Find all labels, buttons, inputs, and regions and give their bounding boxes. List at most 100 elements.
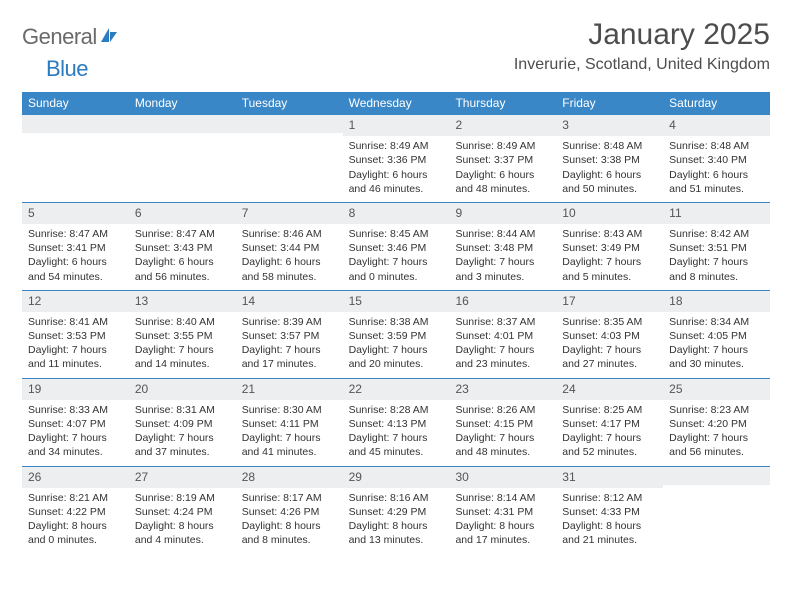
sunrise-text: Sunrise: 8:44 AM bbox=[455, 227, 550, 241]
day-number: 21 bbox=[236, 379, 343, 400]
sunset-text: Sunset: 4:17 PM bbox=[562, 417, 657, 431]
sunset-text: Sunset: 3:59 PM bbox=[349, 329, 444, 343]
week-row: 26Sunrise: 8:21 AMSunset: 4:22 PMDayligh… bbox=[22, 466, 770, 554]
daylight-text: Daylight: 8 hours and 4 minutes. bbox=[135, 519, 230, 547]
sunrise-text: Sunrise: 8:12 AM bbox=[562, 491, 657, 505]
day-cell: 11 Sunrise: 8:42 AMSunset: 3:51 PMDayligh… bbox=[663, 203, 770, 290]
day-number: 29 bbox=[343, 467, 450, 488]
daylight-text: Daylight: 7 hours and 8 minutes. bbox=[669, 255, 764, 283]
sunrise-text: Sunrise: 8:49 AM bbox=[455, 139, 550, 153]
day-cell: 23 Sunrise: 8:26 AMSunset: 4:15 PMDayligh… bbox=[449, 379, 556, 466]
day-body: Sunrise: 8:41 AMSunset: 3:53 PMDaylight:… bbox=[22, 312, 129, 378]
daylight-text: Daylight: 6 hours and 54 minutes. bbox=[28, 255, 123, 283]
day-body: Sunrise: 8:43 AMSunset: 3:49 PMDaylight:… bbox=[556, 224, 663, 290]
day-number: 4 bbox=[663, 115, 770, 136]
dow-thursday: Thursday bbox=[449, 92, 556, 115]
day-body: Sunrise: 8:47 AMSunset: 3:43 PMDaylight:… bbox=[129, 224, 236, 290]
day-cell: 14Sunrise: 8:39 AMSunset: 3:57 PMDayligh… bbox=[236, 291, 343, 378]
sunrise-text: Sunrise: 8:43 AM bbox=[562, 227, 657, 241]
day-number: 8 bbox=[343, 203, 450, 224]
sail-icon bbox=[99, 26, 119, 49]
sunrise-text: Sunrise: 8:38 AM bbox=[349, 315, 444, 329]
day-body: Sunrise: 8:46 AMSunset: 3:44 PMDaylight:… bbox=[236, 224, 343, 290]
day-number: 9 bbox=[449, 203, 556, 224]
sunset-text: Sunset: 4:07 PM bbox=[28, 417, 123, 431]
day-cell: 1Sunrise: 8:49 AMSunset: 3:36 PMDaylight… bbox=[343, 115, 450, 202]
sunrise-text: Sunrise: 8:21 AM bbox=[28, 491, 123, 505]
daylight-text: Daylight: 7 hours and 52 minutes. bbox=[562, 431, 657, 459]
sunrise-text: Sunrise: 8:14 AM bbox=[455, 491, 550, 505]
day-number: 26 bbox=[22, 467, 129, 488]
brand-part1: General bbox=[22, 24, 97, 50]
sunset-text: Sunset: 4:13 PM bbox=[349, 417, 444, 431]
day-number: 31 bbox=[556, 467, 663, 488]
daylight-text: Daylight: 7 hours and 48 minutes. bbox=[455, 431, 550, 459]
day-body: Sunrise: 8:38 AMSunset: 3:59 PMDaylight:… bbox=[343, 312, 450, 378]
sunrise-text: Sunrise: 8:47 AM bbox=[28, 227, 123, 241]
day-cell: 5Sunrise: 8:47 AMSunset: 3:41 PMDaylight… bbox=[22, 203, 129, 290]
dow-wednesday: Wednesday bbox=[343, 92, 450, 115]
sunrise-text: Sunrise: 8:26 AM bbox=[455, 403, 550, 417]
day-body: Sunrise: 8:16 AMSunset: 4:29 PMDaylight:… bbox=[343, 488, 450, 554]
sunrise-text: Sunrise: 8:33 AM bbox=[28, 403, 123, 417]
day-cell: 3Sunrise: 8:48 AMSunset: 3:38 PMDaylight… bbox=[556, 115, 663, 202]
day-cell: 4Sunrise: 8:48 AMSunset: 3:40 PMDaylight… bbox=[663, 115, 770, 202]
day-number: 7 bbox=[236, 203, 343, 224]
day-cell: 31Sunrise: 8:12 AMSunset: 4:33 PMDayligh… bbox=[556, 467, 663, 554]
day-cell: 2Sunrise: 8:49 AMSunset: 3:37 PMDaylight… bbox=[449, 115, 556, 202]
day-body: Sunrise: 8:47 AMSunset: 3:41 PMDaylight:… bbox=[22, 224, 129, 290]
day-cell: 21Sunrise: 8:30 AMSunset: 4:11 PMDayligh… bbox=[236, 379, 343, 466]
day-number: 3 bbox=[556, 115, 663, 136]
day-cell: 16Sunrise: 8:37 AMSunset: 4:01 PMDayligh… bbox=[449, 291, 556, 378]
sunrise-text: Sunrise: 8:17 AM bbox=[242, 491, 337, 505]
calendar-grid: Sunday Monday Tuesday Wednesday Thursday… bbox=[22, 92, 770, 553]
sunset-text: Sunset: 4:29 PM bbox=[349, 505, 444, 519]
day-body: Sunrise: 8:48 AMSunset: 3:40 PMDaylight:… bbox=[663, 136, 770, 202]
day-number bbox=[22, 115, 129, 133]
day-number: 23 bbox=[449, 379, 556, 400]
day-number bbox=[236, 115, 343, 133]
daylight-text: Daylight: 7 hours and 34 minutes. bbox=[28, 431, 123, 459]
sunrise-text: Sunrise: 8:41 AM bbox=[28, 315, 123, 329]
day-number: 14 bbox=[236, 291, 343, 312]
day-cell bbox=[236, 115, 343, 202]
sunset-text: Sunset: 3:38 PM bbox=[562, 153, 657, 167]
day-number: 19 bbox=[22, 379, 129, 400]
day-cell: 30Sunrise: 8:14 AMSunset: 4:31 PMDayligh… bbox=[449, 467, 556, 554]
sunset-text: Sunset: 3:53 PM bbox=[28, 329, 123, 343]
daylight-text: Daylight: 7 hours and 56 minutes. bbox=[669, 431, 764, 459]
daylight-text: Daylight: 8 hours and 17 minutes. bbox=[455, 519, 550, 547]
sunrise-text: Sunrise: 8:35 AM bbox=[562, 315, 657, 329]
day-cell: 6Sunrise: 8:47 AMSunset: 3:43 PMDaylight… bbox=[129, 203, 236, 290]
sunset-text: Sunset: 4:01 PM bbox=[455, 329, 550, 343]
sunset-text: Sunset: 3:41 PM bbox=[28, 241, 123, 255]
sunset-text: Sunset: 3:36 PM bbox=[349, 153, 444, 167]
day-number bbox=[663, 467, 770, 485]
sunrise-text: Sunrise: 8:23 AM bbox=[669, 403, 764, 417]
sunset-text: Sunset: 3:40 PM bbox=[669, 153, 764, 167]
sunset-text: Sunset: 4:15 PM bbox=[455, 417, 550, 431]
day-cell: 28Sunrise: 8:17 AMSunset: 4:26 PMDayligh… bbox=[236, 467, 343, 554]
day-body: Sunrise: 8:35 AMSunset: 4:03 PMDaylight:… bbox=[556, 312, 663, 378]
sunset-text: Sunset: 4:09 PM bbox=[135, 417, 230, 431]
day-number: 16 bbox=[449, 291, 556, 312]
sunrise-text: Sunrise: 8:28 AM bbox=[349, 403, 444, 417]
day-body: Sunrise: 8:37 AMSunset: 4:01 PMDaylight:… bbox=[449, 312, 556, 378]
day-cell: 20Sunrise: 8:31 AMSunset: 4:09 PMDayligh… bbox=[129, 379, 236, 466]
day-number: 20 bbox=[129, 379, 236, 400]
brand-logo: General bbox=[22, 24, 119, 50]
day-number: 30 bbox=[449, 467, 556, 488]
day-body: Sunrise: 8:31 AMSunset: 4:09 PMDaylight:… bbox=[129, 400, 236, 466]
day-cell: 26Sunrise: 8:21 AMSunset: 4:22 PMDayligh… bbox=[22, 467, 129, 554]
calendar-page: General January 2025 Inverurie, Scotland… bbox=[0, 0, 792, 573]
sunset-text: Sunset: 3:46 PM bbox=[349, 241, 444, 255]
day-body: Sunrise: 8:44 AMSunset: 3:48 PMDaylight:… bbox=[449, 224, 556, 290]
day-number: 18 bbox=[663, 291, 770, 312]
sunset-text: Sunset: 3:51 PM bbox=[669, 241, 764, 255]
day-body: Sunrise: 8:17 AMSunset: 4:26 PMDaylight:… bbox=[236, 488, 343, 554]
day-number: 11 bbox=[663, 203, 770, 224]
location-text: Inverurie, Scotland, United Kingdom bbox=[514, 56, 770, 74]
sunrise-text: Sunrise: 8:42 AM bbox=[669, 227, 764, 241]
day-cell: 15Sunrise: 8:38 AMSunset: 3:59 PMDayligh… bbox=[343, 291, 450, 378]
sunrise-text: Sunrise: 8:30 AM bbox=[242, 403, 337, 417]
